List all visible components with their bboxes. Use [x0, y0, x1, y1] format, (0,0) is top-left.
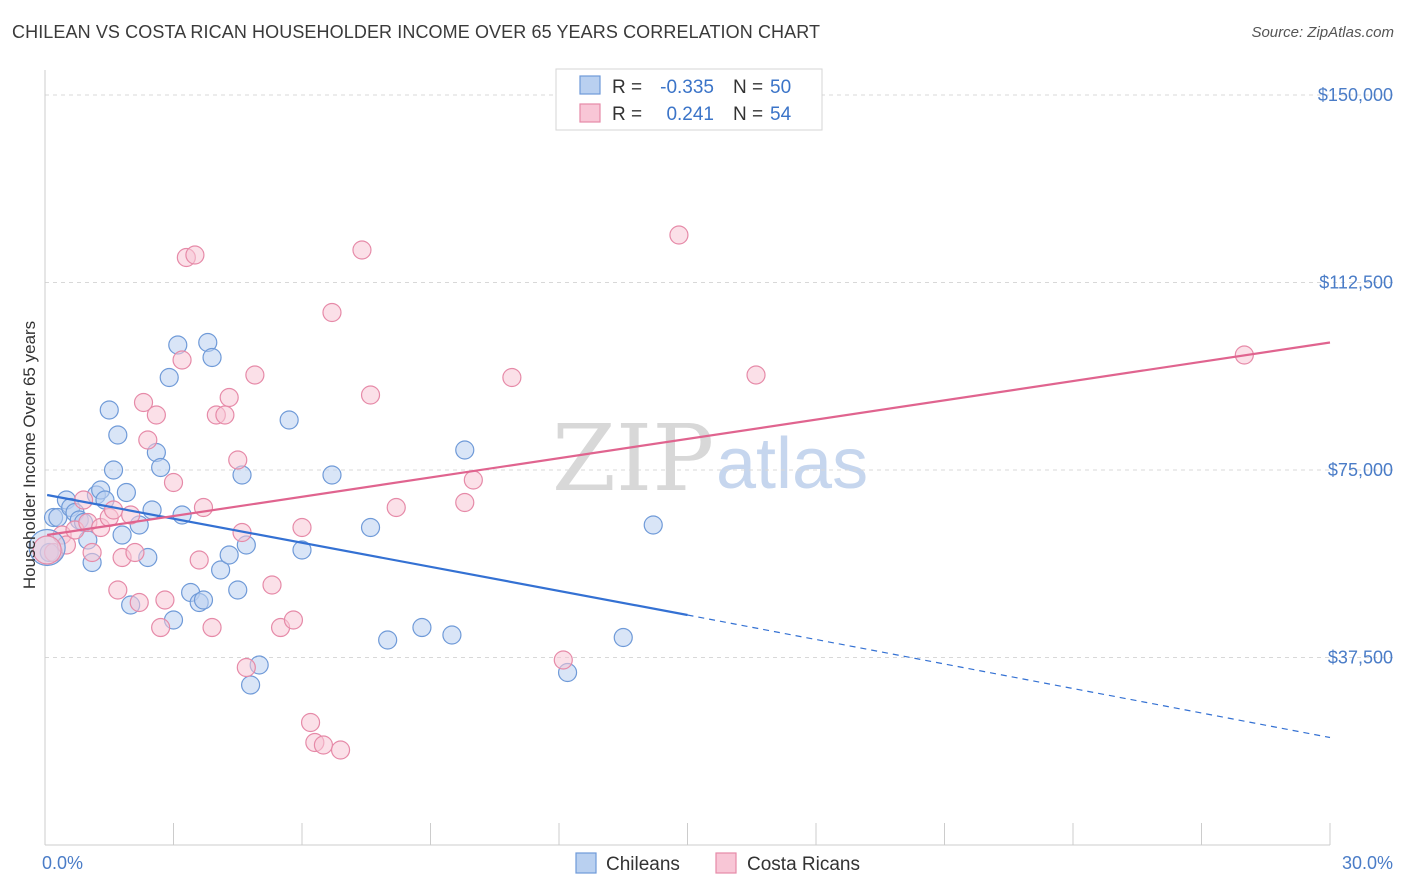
- costa-ricans-point: [283, 610, 304, 630]
- legend-swatch-chileans: [579, 75, 601, 95]
- series-label-costa-ricans: Costa Ricans: [747, 854, 860, 875]
- costa-ricans-cluster-point: [32, 535, 62, 565]
- costa-ricans-point: [360, 385, 381, 405]
- series-legend: Chileans Costa Ricans: [575, 852, 860, 875]
- x-tick-label-min: 0.0%: [42, 853, 83, 873]
- watermark-zip: ZIP: [552, 405, 714, 512]
- chileans-point: [378, 630, 398, 650]
- legend-r-label: R =: [612, 77, 642, 98]
- costa-ricans-point: [163, 472, 184, 493]
- watermark: ZIP atlas: [552, 405, 868, 512]
- legend-r-value: -0.335: [660, 77, 714, 98]
- legend-n-value: 54: [770, 104, 792, 125]
- chileans-point: [103, 460, 124, 480]
- chileans-point: [219, 545, 239, 565]
- y-tick-label: $150,000: [1318, 85, 1393, 105]
- costa-ricans-point: [262, 575, 282, 595]
- costa-ricans-point: [219, 387, 239, 408]
- watermark-atlas: atlas: [716, 424, 868, 504]
- costa-ricans-point: [330, 740, 351, 760]
- chileans-point: [360, 517, 381, 538]
- source-credit: Source: ZipAtlas.com: [1251, 24, 1394, 41]
- chileans-point: [442, 625, 462, 645]
- costa-ricans-point: [125, 542, 145, 563]
- costa-ricans-point: [189, 550, 209, 570]
- costa-ricans-point: [300, 712, 321, 733]
- series-swatch-chileans: [575, 852, 597, 874]
- series-swatch-costa-ricans: [715, 852, 737, 874]
- chileans-point: [211, 560, 231, 580]
- chileans-point: [159, 367, 179, 388]
- costa-ricans-point: [463, 470, 483, 490]
- chileans-point: [241, 675, 261, 695]
- y-tick-label: $37,500: [1328, 648, 1393, 668]
- costa-ricans-point: [129, 592, 149, 613]
- costa-ricans-point: [172, 350, 192, 370]
- series-label-chileans: Chileans: [606, 854, 680, 875]
- chileans-point: [99, 400, 119, 420]
- costa-ricans-point: [108, 580, 128, 600]
- costa-ricans-point: [146, 405, 166, 425]
- legend-n-label: N =: [733, 104, 763, 125]
- chileans-point: [322, 465, 342, 485]
- costa-ricans-point: [193, 497, 214, 518]
- costa-ricans-point: [245, 365, 265, 385]
- y-tick-label: $112,500: [1319, 273, 1393, 293]
- chileans-point: [412, 617, 432, 638]
- legend-n-label: N =: [733, 77, 763, 98]
- chileans-point: [108, 425, 128, 445]
- costa-ricans-point: [82, 542, 102, 563]
- chileans-point: [292, 540, 312, 560]
- costa-ricans-point: [746, 365, 766, 385]
- correlation-legend: R = -0.335 N = 50 R = 0.241 N = 54: [555, 68, 823, 131]
- legend-r-value: 0.241: [666, 104, 714, 125]
- chileans-point: [613, 627, 633, 648]
- chileans-point: [116, 482, 136, 503]
- grid-lines: [45, 94, 1393, 658]
- costa-ricans-trend-line: [46, 341, 1331, 537]
- costa-ricans-point: [669, 225, 689, 245]
- chileans-trend-extension: [687, 614, 1331, 739]
- costa-ricans-point: [455, 492, 475, 513]
- costa-ricans-point: [103, 500, 124, 520]
- y-tick-label: $75,000: [1328, 460, 1393, 480]
- costa-ricans-point: [202, 617, 222, 638]
- costa-ricans-point: [313, 735, 334, 755]
- axes: [44, 70, 1331, 846]
- costa-ricans-point: [151, 617, 171, 638]
- costa-ricans-point: [138, 430, 158, 450]
- costa-ricans-point: [133, 392, 154, 413]
- legend-r-label: R =: [612, 104, 642, 125]
- costa-ricans-point: [236, 657, 256, 678]
- legend-n-value: 50: [770, 77, 791, 98]
- costa-ricans-point: [292, 517, 312, 538]
- chileans-point: [279, 410, 299, 430]
- chileans-point: [455, 440, 475, 460]
- costa-ricans-point: [386, 497, 406, 518]
- chileans-point: [228, 580, 248, 600]
- costa-ricans-point: [155, 590, 175, 610]
- costa-ricans-point: [322, 302, 342, 323]
- chileans-point: [202, 347, 222, 368]
- costa-ricans-point: [352, 240, 372, 260]
- chileans-point: [112, 525, 132, 545]
- costa-ricans-point: [228, 450, 248, 470]
- x-tick-label-max: 30.0%: [1342, 853, 1393, 873]
- chileans-point: [193, 590, 214, 610]
- legend-swatch-costa-ricans: [579, 103, 601, 123]
- trend-lines: [46, 341, 1331, 739]
- chileans-point: [643, 515, 663, 535]
- costa-ricans-point: [215, 405, 235, 425]
- chileans-point: [151, 457, 171, 478]
- chart-title: CHILEAN VS COSTA RICAN HOUSEHOLDER INCOM…: [12, 22, 821, 42]
- y-axis-label: Householder Income Over 65 years: [20, 321, 39, 589]
- costa-ricans-point: [185, 245, 205, 265]
- y-tick-labels: $37,500 $75,000 $112,500 $150,000: [1318, 85, 1393, 668]
- costa-ricans-point: [553, 650, 573, 670]
- costa-ricans-point: [502, 367, 522, 388]
- chileans-trend-line: [46, 493, 688, 617]
- data-points: [28, 225, 1254, 760]
